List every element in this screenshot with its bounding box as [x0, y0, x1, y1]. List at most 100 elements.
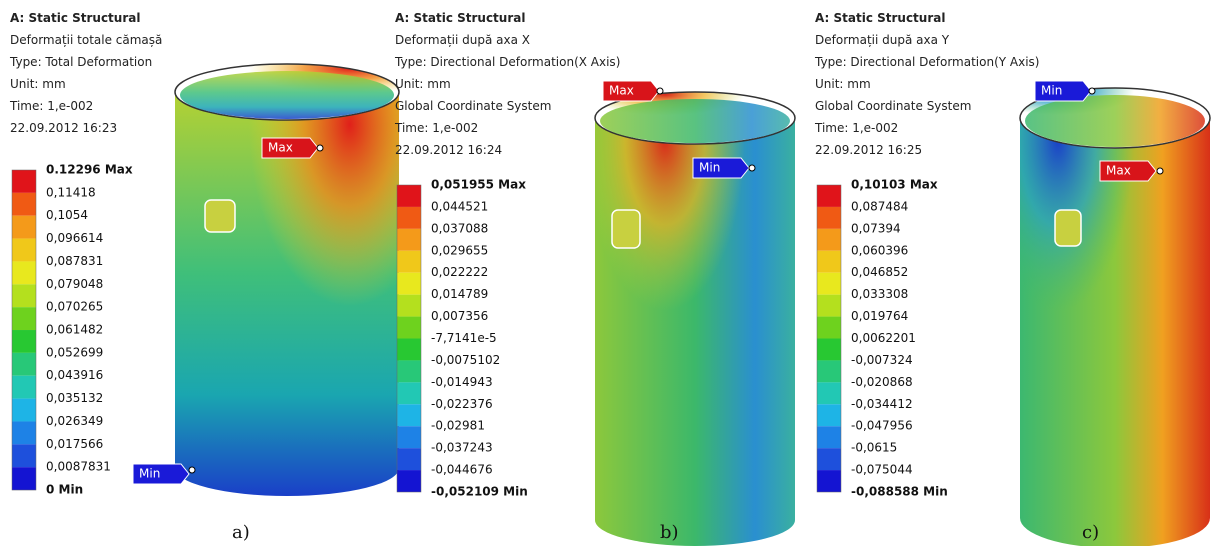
- header-line: Unit: mm: [10, 77, 66, 91]
- legend-label: 0,043916: [46, 368, 103, 382]
- legend-band: [817, 229, 841, 251]
- cylinder-shade: [595, 118, 795, 546]
- legend-label: 0 Min: [46, 483, 83, 497]
- probe-label: Min: [139, 467, 160, 481]
- probe-label: Max: [1106, 164, 1131, 178]
- header-line: 22.09.2012 16:23: [10, 121, 117, 135]
- legend-band: [397, 295, 421, 317]
- legend-label: 0,007356: [431, 309, 488, 323]
- caption: c): [1082, 522, 1099, 543]
- legend-label: 0,046852: [851, 265, 908, 279]
- header-line: Type: Total Deformation: [9, 55, 152, 69]
- header-line: Global Coordinate System: [815, 99, 971, 113]
- probe-point: [749, 165, 755, 171]
- legend-band: [12, 284, 36, 307]
- legend-label: -0,022376: [431, 397, 493, 411]
- legend-band: [12, 353, 36, 376]
- legend-band: [397, 317, 421, 339]
- legend-label: -0,02981: [431, 419, 485, 433]
- legend-band: [397, 251, 421, 273]
- legend-band: [817, 470, 841, 492]
- window: [1055, 210, 1081, 246]
- probe-label: Max: [268, 141, 293, 155]
- header-line: Unit: mm: [815, 77, 871, 91]
- header-line: Deformații totale cămașă: [10, 33, 162, 47]
- legend-label: -0,044676: [431, 463, 493, 477]
- legend-band: [12, 467, 36, 490]
- legend-label: 0,087484: [851, 199, 908, 213]
- legend-label: 0.12296 Max: [46, 163, 133, 177]
- legend-band: [397, 229, 421, 251]
- legend-band: [817, 295, 841, 317]
- legend-label: -0,0075102: [431, 353, 500, 367]
- legend-label: -0,0615: [851, 441, 897, 455]
- legend-label: 0,10103 Max: [851, 178, 938, 192]
- window: [612, 210, 640, 248]
- legend-label: 0,017566: [46, 437, 103, 451]
- legend-band: [397, 448, 421, 470]
- header-line: 22.09.2012 16:24: [395, 143, 502, 157]
- legend-band: [817, 339, 841, 361]
- legend-band: [12, 330, 36, 353]
- header-line: Unit: mm: [395, 77, 451, 91]
- legend-label: 0,035132: [46, 391, 103, 405]
- caption: a): [232, 522, 250, 543]
- legend-label: -0,075044: [851, 463, 913, 477]
- legend-label: -0,088588 Min: [851, 485, 948, 499]
- header-line: Type: Directional Deformation(X Axis): [394, 55, 620, 69]
- header-line: Type: Directional Deformation(Y Axis): [814, 55, 1039, 69]
- legend-label: 0,033308: [851, 287, 908, 301]
- legend-label: 0,014789: [431, 287, 488, 301]
- legend-band: [397, 470, 421, 492]
- probe-label: Min: [1041, 84, 1062, 98]
- legend-band: [12, 376, 36, 399]
- legend-label: -0,047956: [851, 419, 913, 433]
- legend-band: [817, 404, 841, 426]
- header-line: Time: 1,e-002: [9, 99, 93, 113]
- legend-band: [817, 382, 841, 404]
- legend-label: 0,029655: [431, 243, 488, 257]
- legend-label: 0,037088: [431, 221, 488, 235]
- legend-band: [397, 426, 421, 448]
- legend-label: -0,052109 Min: [431, 485, 528, 499]
- legend-band: [12, 170, 36, 193]
- cylinder-inner: [1025, 95, 1205, 147]
- header-line: Deformații după axa Y: [815, 33, 950, 47]
- header-line: A: Static Structural: [10, 11, 140, 25]
- legend-label: -0,007324: [851, 353, 913, 367]
- legend-band: [817, 185, 841, 207]
- header-line: A: Static Structural: [395, 11, 525, 25]
- legend-band: [817, 448, 841, 470]
- legend-label: 0,070265: [46, 300, 103, 314]
- legend-label: 0,044521: [431, 199, 488, 213]
- legend-label: -0,020868: [851, 375, 913, 389]
- legend-band: [817, 426, 841, 448]
- cylinder-inner: [600, 99, 790, 143]
- legend-band: [397, 339, 421, 361]
- legend-band: [817, 360, 841, 382]
- legend-band: [12, 307, 36, 330]
- header-line: A: Static Structural: [815, 11, 945, 25]
- legend-band: [12, 216, 36, 239]
- legend-band: [12, 399, 36, 422]
- caption: b): [660, 522, 679, 543]
- legend-band: [397, 360, 421, 382]
- legend-label: -0,037243: [431, 441, 493, 455]
- legend-label: 0,026349: [46, 414, 103, 428]
- legend-band: [12, 239, 36, 262]
- header-line: Time: 1,e-002: [814, 121, 898, 135]
- legend-label: -0,014943: [431, 375, 493, 389]
- legend-band: [817, 317, 841, 339]
- legend-label: 0,060396: [851, 243, 908, 257]
- legend-band: [12, 444, 36, 467]
- figure: A: Static Structural Deformații totale că…: [0, 0, 1224, 546]
- cylinder-shade: [1020, 118, 1210, 546]
- probe-label: Max: [609, 84, 634, 98]
- legend-label: 0,1054: [46, 208, 88, 222]
- legend-band: [12, 261, 36, 284]
- legend-label: 0,052699: [46, 345, 103, 359]
- header-line: Deformații după axa X: [395, 33, 530, 47]
- probe-point: [1089, 88, 1095, 94]
- legend-band: [817, 251, 841, 273]
- legend-band: [397, 185, 421, 207]
